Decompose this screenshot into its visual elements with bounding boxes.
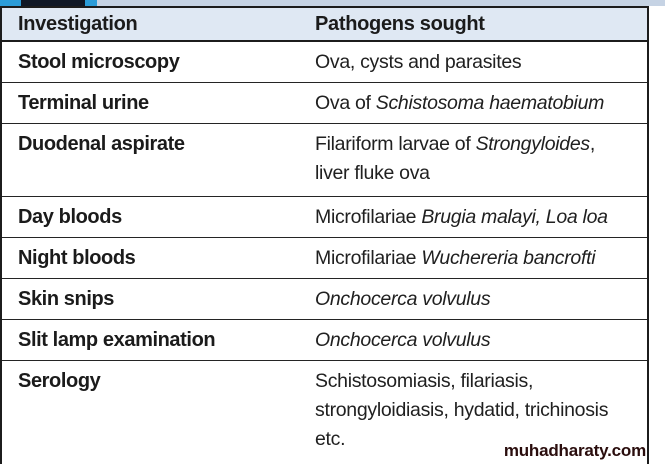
- strip-segment-light: [97, 0, 665, 6]
- pathogen-text: strongyloidiasis, hydatid, trichinosis: [315, 398, 609, 421]
- investigation-cell: Day bloods: [2, 196, 299, 238]
- header-row: Investigation Pathogens sought: [2, 6, 647, 42]
- table-row: Terminal urine Ova of Schistosoma haemato…: [2, 82, 647, 124]
- table-row: Stool microscopy Ova, cysts and parasites: [2, 41, 647, 83]
- investigations-table: Investigation Pathogens sought Stool mic…: [2, 6, 647, 464]
- pathogen-name-italic: Brugia malayi, Loa loa: [421, 205, 608, 228]
- pathogen-name-italic: Schistosoma haematobium: [375, 91, 605, 114]
- pathogens-cell: Microfilariae Brugia malayi, Loa loa: [299, 196, 647, 238]
- col-header-pathogens: Pathogens sought: [299, 6, 647, 42]
- pathogen-text: ,: [589, 132, 595, 155]
- table-body: Stool microscopy Ova, cysts and parasites…: [2, 41, 647, 464]
- pathogen-text: Ova of: [315, 91, 376, 114]
- investigation-cell: Duodenal aspirate: [2, 123, 299, 197]
- table-row: Serology Schistosomiasis, filariasis, stro…: [2, 360, 647, 464]
- pathogen-text: Microfilariae: [315, 246, 422, 269]
- col-header-investigation: Investigation: [2, 6, 299, 42]
- pathogen-text: etc.: [315, 427, 346, 450]
- table-row: Slit lamp examination Onchocerca volvulus: [2, 319, 647, 361]
- pathogens-cell: Filariform larvae of Strongyloides, liver…: [299, 123, 647, 197]
- pathogen-name-italic: Wuchereria bancrofti: [421, 246, 596, 269]
- pathogen-name-italic: Onchocerca volvulus: [315, 287, 491, 310]
- pathogens-cell: Ova, cysts and parasites: [299, 41, 647, 83]
- pathogen-text: Schistosomiasis, filariasis,: [315, 369, 534, 392]
- pathogen-text: Filariform larvae of: [315, 132, 476, 155]
- table-row: Day bloods Microfilariae Brugia malayi, L…: [2, 196, 647, 238]
- pathogen-text: Ova, cysts and parasites: [315, 51, 522, 73]
- pathogen-text: liver fluke ova: [315, 161, 430, 184]
- pathogens-cell: Ova of Schistosoma haematobium: [299, 82, 647, 124]
- pathogen-text: Microfilariae: [315, 205, 422, 228]
- table-row: Night bloods Microfilariae Wuchereria ban…: [2, 237, 647, 279]
- table-row: Duodenal aspirate Filariform larvae of St…: [2, 123, 647, 197]
- table-frame: Investigation Pathogens sought Stool mic…: [0, 6, 649, 464]
- strip-segment-navy: [21, 0, 85, 6]
- investigation-cell: Serology: [18, 369, 101, 392]
- table-row: Skin snips Onchocerca volvulus: [2, 278, 647, 320]
- investigation-cell: Terminal urine: [2, 82, 299, 124]
- investigation-cell: Slit lamp examination: [2, 319, 299, 361]
- top-decorative-strip: [0, 0, 665, 6]
- investigation-cell: Stool microscopy: [2, 41, 299, 83]
- pathogens-cell: Microfilariae Wuchereria bancrofti: [299, 237, 647, 279]
- pathogens-cell: Onchocerca volvulus: [299, 278, 647, 320]
- pathogens-cell: Schistosomiasis, filariasis, strongyloidi…: [299, 360, 647, 464]
- pathogens-cell: Onchocerca volvulus: [299, 319, 647, 361]
- pathogen-name-italic: Strongyloides: [475, 132, 591, 155]
- watermark-text: muhadharaty.com: [503, 441, 646, 460]
- pathogen-name-italic: Onchocerca volvulus: [315, 328, 491, 351]
- strip-segment-blue-small: [85, 0, 97, 6]
- strip-segment-blue: [0, 0, 21, 6]
- investigation-cell: Skin snips: [2, 278, 299, 320]
- investigation-cell: Night bloods: [2, 237, 299, 279]
